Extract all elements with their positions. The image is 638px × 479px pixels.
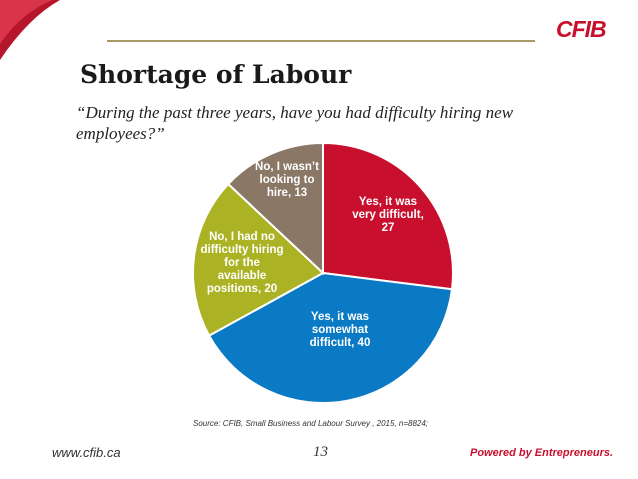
slice-label-1: Yes, it was very difficult, 27 [352,196,424,234]
corner-swoosh [0,0,60,60]
cfib-logo: CFIB [556,16,607,42]
page-number: 13 [313,444,328,460]
slice-label-2: Yes, it was somewhat difficult, 40 [310,311,371,349]
slice-label-3: No, I had no difficulty hiring for the avai… [200,231,283,295]
source-note: Source: CFIB, Small Business and Labour … [193,419,429,428]
pie-slice-4 [226,141,324,276]
slide-title: Shortage of Labour [80,60,352,89]
tagline: Powered by Entrepreneurs. [470,447,614,459]
pie-slice-2 [207,271,454,404]
header-rule [107,40,535,42]
footer-url: www.cfib.ca [52,445,121,460]
survey-question: “During the past three years, have you h… [76,103,514,143]
pie-slice-3 [192,182,325,337]
slice-label-4: No, I wasn’t looking to hire, 13 [255,161,319,199]
pie-slice-1 [322,141,454,291]
